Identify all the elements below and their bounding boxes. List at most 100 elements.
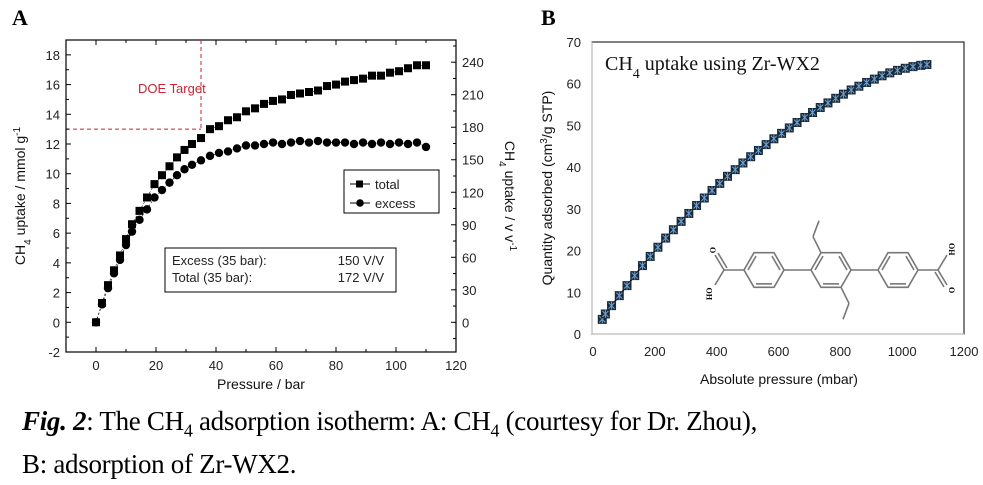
y-tick-label: 0 bbox=[53, 315, 60, 330]
hydroxyl-label: OH bbox=[947, 243, 956, 256]
data-point-total bbox=[206, 125, 214, 133]
x-tick-label: 1200 bbox=[950, 344, 979, 359]
y-tick-label: 0 bbox=[574, 327, 581, 342]
data-point-total bbox=[287, 91, 295, 99]
data-point-excess bbox=[350, 140, 358, 148]
oxygen-label: O bbox=[947, 287, 956, 293]
y2-tick-label: 30 bbox=[462, 283, 476, 298]
data-point-excess bbox=[116, 256, 124, 264]
legend-marker-excess bbox=[356, 199, 364, 207]
data-point-total bbox=[188, 140, 196, 148]
doe-target-label: DOE Target bbox=[138, 81, 206, 96]
data-point-total bbox=[166, 162, 174, 170]
data-point-excess bbox=[251, 141, 259, 149]
x-tick-label: 120 bbox=[445, 358, 467, 373]
chart-a: DOE Target 020406080100120 -202468101214… bbox=[12, 40, 519, 392]
data-point-total bbox=[296, 89, 304, 97]
data-point-total bbox=[173, 153, 181, 161]
chart-b-y-axis-title: Quantity adsorbed (cm3/g STP) bbox=[539, 91, 556, 286]
data-point-zr-wx2 bbox=[607, 301, 616, 310]
data-point-total bbox=[197, 134, 205, 142]
data-point-total bbox=[136, 207, 144, 215]
data-point-zr-wx2 bbox=[738, 158, 747, 167]
data-point-zr-wx2 bbox=[878, 71, 887, 80]
data-point-total bbox=[404, 64, 412, 72]
data-point-excess bbox=[104, 284, 112, 292]
x-tick-label: 100 bbox=[385, 358, 407, 373]
y-tick-label: 8 bbox=[53, 196, 60, 211]
x-tick-label: 0 bbox=[92, 358, 99, 373]
data-point-total bbox=[143, 193, 151, 201]
y-tick-label: 2 bbox=[53, 286, 60, 301]
data-point-zr-wx2 bbox=[908, 62, 917, 71]
double-bond bbox=[772, 256, 780, 270]
y2-tick-label: 240 bbox=[462, 55, 484, 70]
series-line-excess bbox=[96, 141, 426, 322]
benzene-ring-center bbox=[811, 253, 851, 288]
data-point-excess bbox=[341, 138, 349, 146]
y-tick-label: 14 bbox=[46, 107, 60, 122]
data-point-zr-wx2 bbox=[669, 225, 678, 234]
data-point-zr-wx2 bbox=[854, 82, 863, 91]
info-box-value: 150 V/V bbox=[338, 253, 385, 268]
x-tick-label: 0 bbox=[589, 344, 596, 359]
data-point-excess bbox=[110, 269, 118, 277]
data-point-zr-wx2 bbox=[800, 113, 809, 122]
ethyl-bond bbox=[813, 237, 821, 253]
data-point-excess bbox=[359, 138, 367, 146]
info-box-label: Excess (35 bar): bbox=[172, 253, 267, 268]
info-box-label: Total (35 bar): bbox=[172, 270, 252, 285]
y2-tick-label: 120 bbox=[462, 185, 484, 200]
data-point-excess bbox=[143, 205, 151, 213]
x-tick-label: 1000 bbox=[888, 344, 917, 359]
data-point-zr-wx2 bbox=[700, 194, 709, 203]
data-point-zr-wx2 bbox=[901, 64, 910, 73]
data-point-excess bbox=[287, 138, 295, 146]
data-point-excess bbox=[368, 140, 376, 148]
data-point-total bbox=[269, 97, 277, 105]
data-point-excess bbox=[323, 138, 331, 146]
data-point-total bbox=[422, 61, 430, 69]
chart-b-x-ticks: 020040060080010001200 bbox=[589, 344, 978, 359]
data-point-excess bbox=[92, 318, 100, 326]
data-point-excess bbox=[188, 161, 196, 169]
data-point-excess bbox=[296, 137, 304, 145]
data-point-zr-wx2 bbox=[601, 309, 610, 318]
data-point-zr-wx2 bbox=[769, 134, 778, 143]
data-point-zr-wx2 bbox=[623, 281, 632, 290]
data-point-zr-wx2 bbox=[777, 129, 786, 138]
data-point-excess bbox=[269, 138, 277, 146]
caption-label: Fig. 2 bbox=[22, 406, 86, 436]
data-point-total bbox=[413, 61, 421, 69]
y-tick-label: 18 bbox=[46, 48, 60, 63]
data-point-zr-wx2 bbox=[715, 179, 724, 188]
data-point-zr-wx2 bbox=[785, 123, 794, 132]
x-tick-label: 80 bbox=[329, 358, 343, 373]
chart-a-y-axis-title: CH4 uptake / mmol g-1 bbox=[12, 126, 34, 265]
data-point-zr-wx2 bbox=[839, 90, 848, 99]
data-point-zr-wx2 bbox=[615, 291, 624, 300]
data-point-zr-wx2 bbox=[922, 60, 931, 69]
data-point-excess bbox=[180, 165, 188, 173]
data-point-total bbox=[242, 107, 250, 115]
data-point-excess bbox=[404, 140, 412, 148]
data-point-excess bbox=[173, 171, 181, 179]
data-point-total bbox=[332, 81, 340, 89]
hydroxyl-bond bbox=[938, 255, 947, 270]
data-point-zr-wx2 bbox=[661, 234, 670, 243]
series-line-zr-wx2 bbox=[602, 65, 927, 320]
chart-b: 020040060080010001200 010203040506070 CH… bbox=[539, 35, 979, 387]
data-point-excess bbox=[332, 138, 340, 146]
caption-text: (courtesy for Dr. Zhou), bbox=[499, 406, 757, 436]
y-tick-label: 40 bbox=[567, 160, 581, 175]
data-point-excess bbox=[150, 193, 158, 201]
y-tick-label: 6 bbox=[53, 226, 60, 241]
carbonyl-bond bbox=[935, 272, 944, 287]
data-point-total bbox=[215, 122, 223, 130]
chart-a-legend: totalexcess bbox=[344, 170, 439, 213]
carbonyl-bond bbox=[718, 253, 727, 268]
data-point-excess bbox=[224, 147, 232, 155]
caption-line-2: B: adsorption of Zr-WX2. bbox=[22, 447, 757, 481]
chart-a-x-axis-title: Pressure / bar bbox=[217, 376, 305, 392]
y2-tick-label: 150 bbox=[462, 153, 484, 168]
